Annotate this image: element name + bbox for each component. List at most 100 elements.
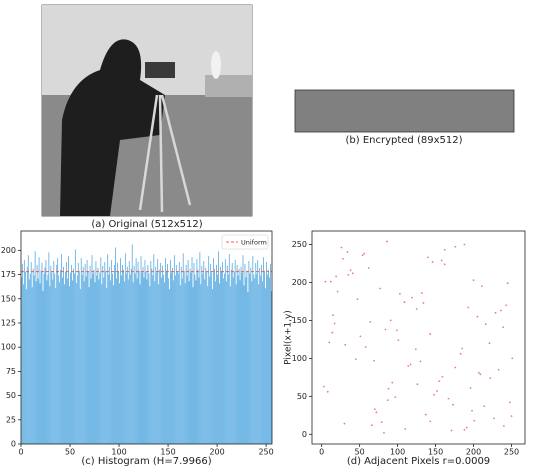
bar [66,261,67,444]
bar [109,266,111,444]
bar [270,263,271,444]
bar [247,291,249,444]
point [367,267,370,269]
bar [253,274,255,444]
bar [117,262,118,444]
bar [98,279,100,444]
y-tick-label: 175 [1,270,16,279]
point [484,323,487,326]
bar [25,289,27,444]
bar [70,272,71,444]
bar [199,252,201,444]
bar [146,279,148,444]
axes-frame [311,230,526,445]
bar [271,291,272,444]
bar [122,269,124,444]
bar [189,268,191,444]
bar [155,266,157,444]
point [461,347,464,350]
point [332,314,334,316]
point [422,302,425,304]
bar [121,275,122,444]
bar [91,255,93,444]
x-tick-label: 100 [111,448,126,457]
bar [234,260,236,444]
bar [227,274,229,444]
bar [205,267,207,444]
bar [79,289,81,444]
bar [83,281,85,444]
bar [54,273,56,444]
bar [94,282,96,444]
bar [268,269,269,444]
bar [182,253,184,444]
bar [212,289,214,444]
y-axis-label: Pixel(x+1,y) [284,310,294,365]
x-tick-label: 0 [18,448,23,457]
point [356,298,359,301]
bar [150,261,152,444]
bar [128,261,130,444]
point [335,275,338,278]
bar [165,258,166,444]
point [454,245,457,248]
y-tick-label: 50 [6,391,16,400]
point [419,360,422,363]
bar [259,267,261,444]
point [511,357,514,360]
bar [232,277,234,444]
x-tick-label: 100 [390,448,405,457]
bar [23,260,25,444]
bar [33,275,35,444]
bar [170,260,171,444]
bar [119,283,120,444]
bar [209,276,211,444]
y-tick-label: 100 [292,354,307,363]
bar [142,266,144,444]
bar [74,249,76,444]
point [364,346,367,348]
bar [269,277,270,444]
point [370,424,373,427]
point [477,371,480,374]
bar [80,258,82,444]
bar [31,287,33,444]
bar [202,273,204,444]
bar [97,267,99,444]
point [483,405,486,408]
bar [257,260,259,444]
bar [233,271,235,444]
bar [139,284,141,444]
point [379,287,382,290]
point [509,401,511,404]
bar [57,258,59,444]
point [447,397,450,400]
bar [181,278,183,444]
point [342,258,344,260]
bar [222,278,224,444]
bar [185,264,187,444]
bar [59,282,61,444]
encrypted-image [294,89,515,133]
bar [244,263,246,444]
bar [262,281,264,444]
bar [77,262,79,444]
point [331,331,334,334]
point [431,261,434,263]
point [473,419,476,422]
bar [176,271,178,444]
bar [167,263,168,444]
bar [159,269,161,444]
bar [154,281,156,444]
point [414,348,417,351]
bar [174,275,176,444]
bar [144,260,146,444]
bar [179,285,181,444]
point [471,409,473,412]
bar [126,266,128,444]
bar [41,262,43,444]
bar [67,278,68,444]
bar [197,269,199,444]
bar [201,265,203,444]
bar [252,256,254,444]
